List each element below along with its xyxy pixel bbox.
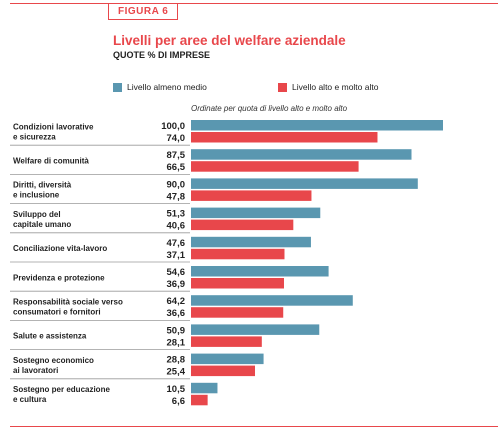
legend-label-medio: Livello almeno medio	[127, 82, 207, 92]
value-label-alto: 36,6	[167, 308, 186, 319]
value-label-alto: 47,8	[167, 191, 186, 202]
category-label: consumatori e fornitori	[13, 307, 101, 316]
value-label-alto: 6,6	[172, 396, 185, 407]
category-label: Sostegno economico	[13, 356, 94, 365]
value-label-alto: 40,6	[167, 221, 186, 232]
category-label: Conciliazione vita-lavoro	[13, 244, 107, 253]
bar-medio	[191, 353, 264, 365]
category-label: Condizioni lavorative	[13, 122, 94, 131]
bar-alto	[191, 248, 285, 260]
legend-item-medio: Livello almeno medio	[113, 82, 207, 92]
chart-subtitle: QUOTE % DI IMPRESE	[113, 50, 211, 60]
value-label-alto: 28,1	[167, 337, 186, 348]
category-label: Sviluppo del	[13, 210, 61, 219]
value-label-medio: 54,6	[167, 267, 186, 278]
value-label-medio: 10,5	[167, 384, 186, 395]
bar-alto	[191, 307, 284, 318]
value-label-alto: 37,1	[167, 250, 186, 261]
bar-medio	[191, 178, 418, 189]
bar-alto	[191, 365, 256, 377]
bar-alto	[191, 132, 378, 143]
category-label: e cultura	[13, 395, 47, 404]
value-label-medio: 87,5	[167, 150, 186, 161]
bar-alto	[191, 336, 262, 347]
value-label-medio: 50,9	[167, 325, 186, 336]
value-label-alto: 74,0	[167, 133, 186, 144]
legend-item-alto: Livello alto e molto alto	[278, 82, 378, 92]
bar-medio	[191, 382, 218, 394]
category-label: capitale umano	[13, 220, 71, 229]
bar-medio	[191, 266, 329, 277]
legend-swatch-medio	[113, 82, 122, 92]
chart-title: Livelli per aree del welfare aziendale	[113, 33, 346, 48]
bar-medio	[191, 295, 353, 306]
category-label: Previdenza e protezione	[13, 273, 105, 282]
sort-note: Ordinate per quota di livello alto e mol…	[191, 104, 348, 113]
value-label-medio: 28,8	[167, 355, 186, 366]
bar-alto	[191, 219, 294, 231]
category-label: Responsabilità sociale verso	[13, 297, 123, 306]
bar-alto	[191, 190, 312, 201]
value-label-medio: 47,6	[167, 238, 186, 249]
value-label-medio: 51,3	[167, 209, 186, 220]
bar-medio	[191, 324, 320, 335]
figure-label: FIGURA 6	[108, 4, 179, 20]
value-label-alto: 25,4	[167, 367, 186, 378]
bottom-rule	[10, 426, 498, 427]
value-label-alto: 36,9	[167, 279, 186, 290]
bar-alto	[191, 161, 359, 172]
category-label: e inclusione	[13, 191, 60, 200]
bar-alto	[191, 394, 208, 406]
value-label-medio: 64,2	[167, 296, 186, 307]
category-label: Diritti, diversità	[13, 181, 72, 190]
category-label: Salute e assistenza	[13, 332, 87, 341]
value-label-medio: 100,0	[161, 121, 185, 132]
bar-medio	[191, 120, 443, 131]
category-label: ai lavoratori	[13, 366, 58, 375]
value-label-alto: 66,5	[167, 162, 186, 173]
top-rule	[10, 3, 498, 4]
bar-medio	[191, 149, 412, 160]
category-label: Sostegno per educazione	[13, 385, 110, 394]
category-label: e sicurezza	[13, 132, 56, 141]
bar-medio	[191, 207, 321, 219]
bar-medio	[191, 236, 311, 248]
legend-label-alto: Livello alto e molto alto	[292, 82, 379, 92]
bar-alto	[191, 278, 284, 289]
value-label-medio: 90,0	[167, 179, 186, 190]
category-label: Welfare di comunità	[13, 156, 89, 165]
legend-swatch-alto	[278, 82, 287, 92]
